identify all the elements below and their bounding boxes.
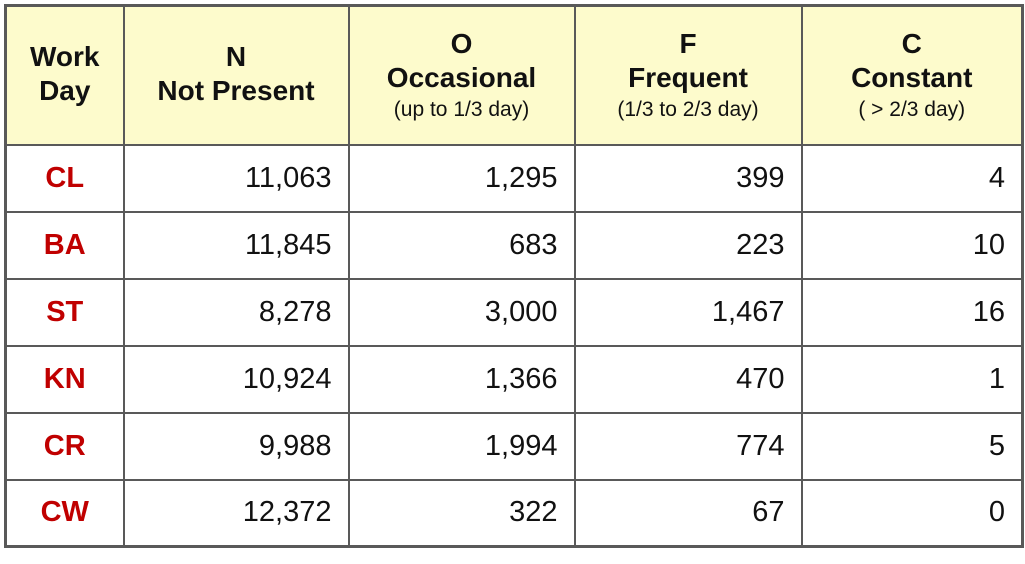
cell-kn-o: 1,366 xyxy=(347,344,576,414)
row-label-cl: CL xyxy=(4,143,125,213)
cell-cr-o: 1,994 xyxy=(347,411,576,481)
work-day-frequency-table: Work Day N Not Present O Occasional (up … xyxy=(4,4,1024,548)
header-line: Frequent xyxy=(628,62,748,94)
cell-cw-o: 322 xyxy=(347,478,576,548)
table-row-st: ST 8,278 3,000 1,467 16 xyxy=(4,277,1024,347)
header-line: Not Present xyxy=(157,75,315,107)
row-label-kn: KN xyxy=(4,344,125,414)
cell-cl-c: 4 xyxy=(800,143,1024,213)
cell-cl-o: 1,295 xyxy=(347,143,576,213)
table-row-cr: CR 9,988 1,994 774 5 xyxy=(4,411,1024,481)
cell-ba-o: 683 xyxy=(347,210,576,280)
header-cell-work-day: Work Day xyxy=(4,4,125,146)
header-code: F xyxy=(679,27,697,59)
header-line: Occasional xyxy=(386,62,537,94)
header-subtext: ( > 2/3 day) xyxy=(858,98,966,122)
row-label-ba: BA xyxy=(4,210,125,280)
header-subtext: (1/3 to 2/3 day) xyxy=(617,98,759,122)
cell-cl-n: 11,063 xyxy=(122,143,350,213)
header-code: N xyxy=(225,41,247,73)
header-line: Work xyxy=(30,41,100,73)
header-cell-occasional: O Occasional (up to 1/3 day) xyxy=(347,4,576,146)
cell-cl-f: 399 xyxy=(573,143,803,213)
header-line: Day xyxy=(39,75,91,107)
row-label-cr: CR xyxy=(4,411,125,481)
header-subtext: (up to 1/3 day) xyxy=(393,98,530,122)
cell-st-n: 8,278 xyxy=(122,277,350,347)
table-row-ba: BA 11,845 683 223 10 xyxy=(4,210,1024,280)
cell-ba-f: 223 xyxy=(573,210,803,280)
header-code: C xyxy=(901,27,922,59)
cell-ba-c: 10 xyxy=(800,210,1024,280)
cell-kn-c: 1 xyxy=(800,344,1024,414)
row-label-cw: CW xyxy=(4,478,125,548)
cell-cr-n: 9,988 xyxy=(122,411,350,481)
cell-cr-c: 5 xyxy=(800,411,1024,481)
cell-cw-f: 67 xyxy=(573,478,803,548)
header-code: O xyxy=(450,27,473,59)
header-row: Work Day N Not Present O Occasional (up … xyxy=(4,4,1024,146)
header-cell-constant: C Constant ( > 2/3 day) xyxy=(800,4,1024,146)
table-row-kn: KN 10,924 1,366 470 1 xyxy=(4,344,1024,414)
header-cell-frequent: F Frequent (1/3 to 2/3 day) xyxy=(573,4,803,146)
cell-cw-n: 12,372 xyxy=(122,478,350,548)
row-label-st: ST xyxy=(4,277,125,347)
cell-kn-f: 470 xyxy=(573,344,803,414)
header-line: Constant xyxy=(851,62,973,94)
cell-cw-c: 0 xyxy=(800,478,1024,548)
header-cell-not-present: N Not Present xyxy=(122,4,350,146)
cell-st-f: 1,467 xyxy=(573,277,803,347)
cell-st-o: 3,000 xyxy=(347,277,576,347)
table-row-cw: CW 12,372 322 67 0 xyxy=(4,478,1024,548)
cell-ba-n: 11,845 xyxy=(122,210,350,280)
cell-kn-n: 10,924 xyxy=(122,344,350,414)
cell-cr-f: 774 xyxy=(573,411,803,481)
cell-st-c: 16 xyxy=(800,277,1024,347)
table-row-cl: CL 11,063 1,295 399 4 xyxy=(4,143,1024,213)
